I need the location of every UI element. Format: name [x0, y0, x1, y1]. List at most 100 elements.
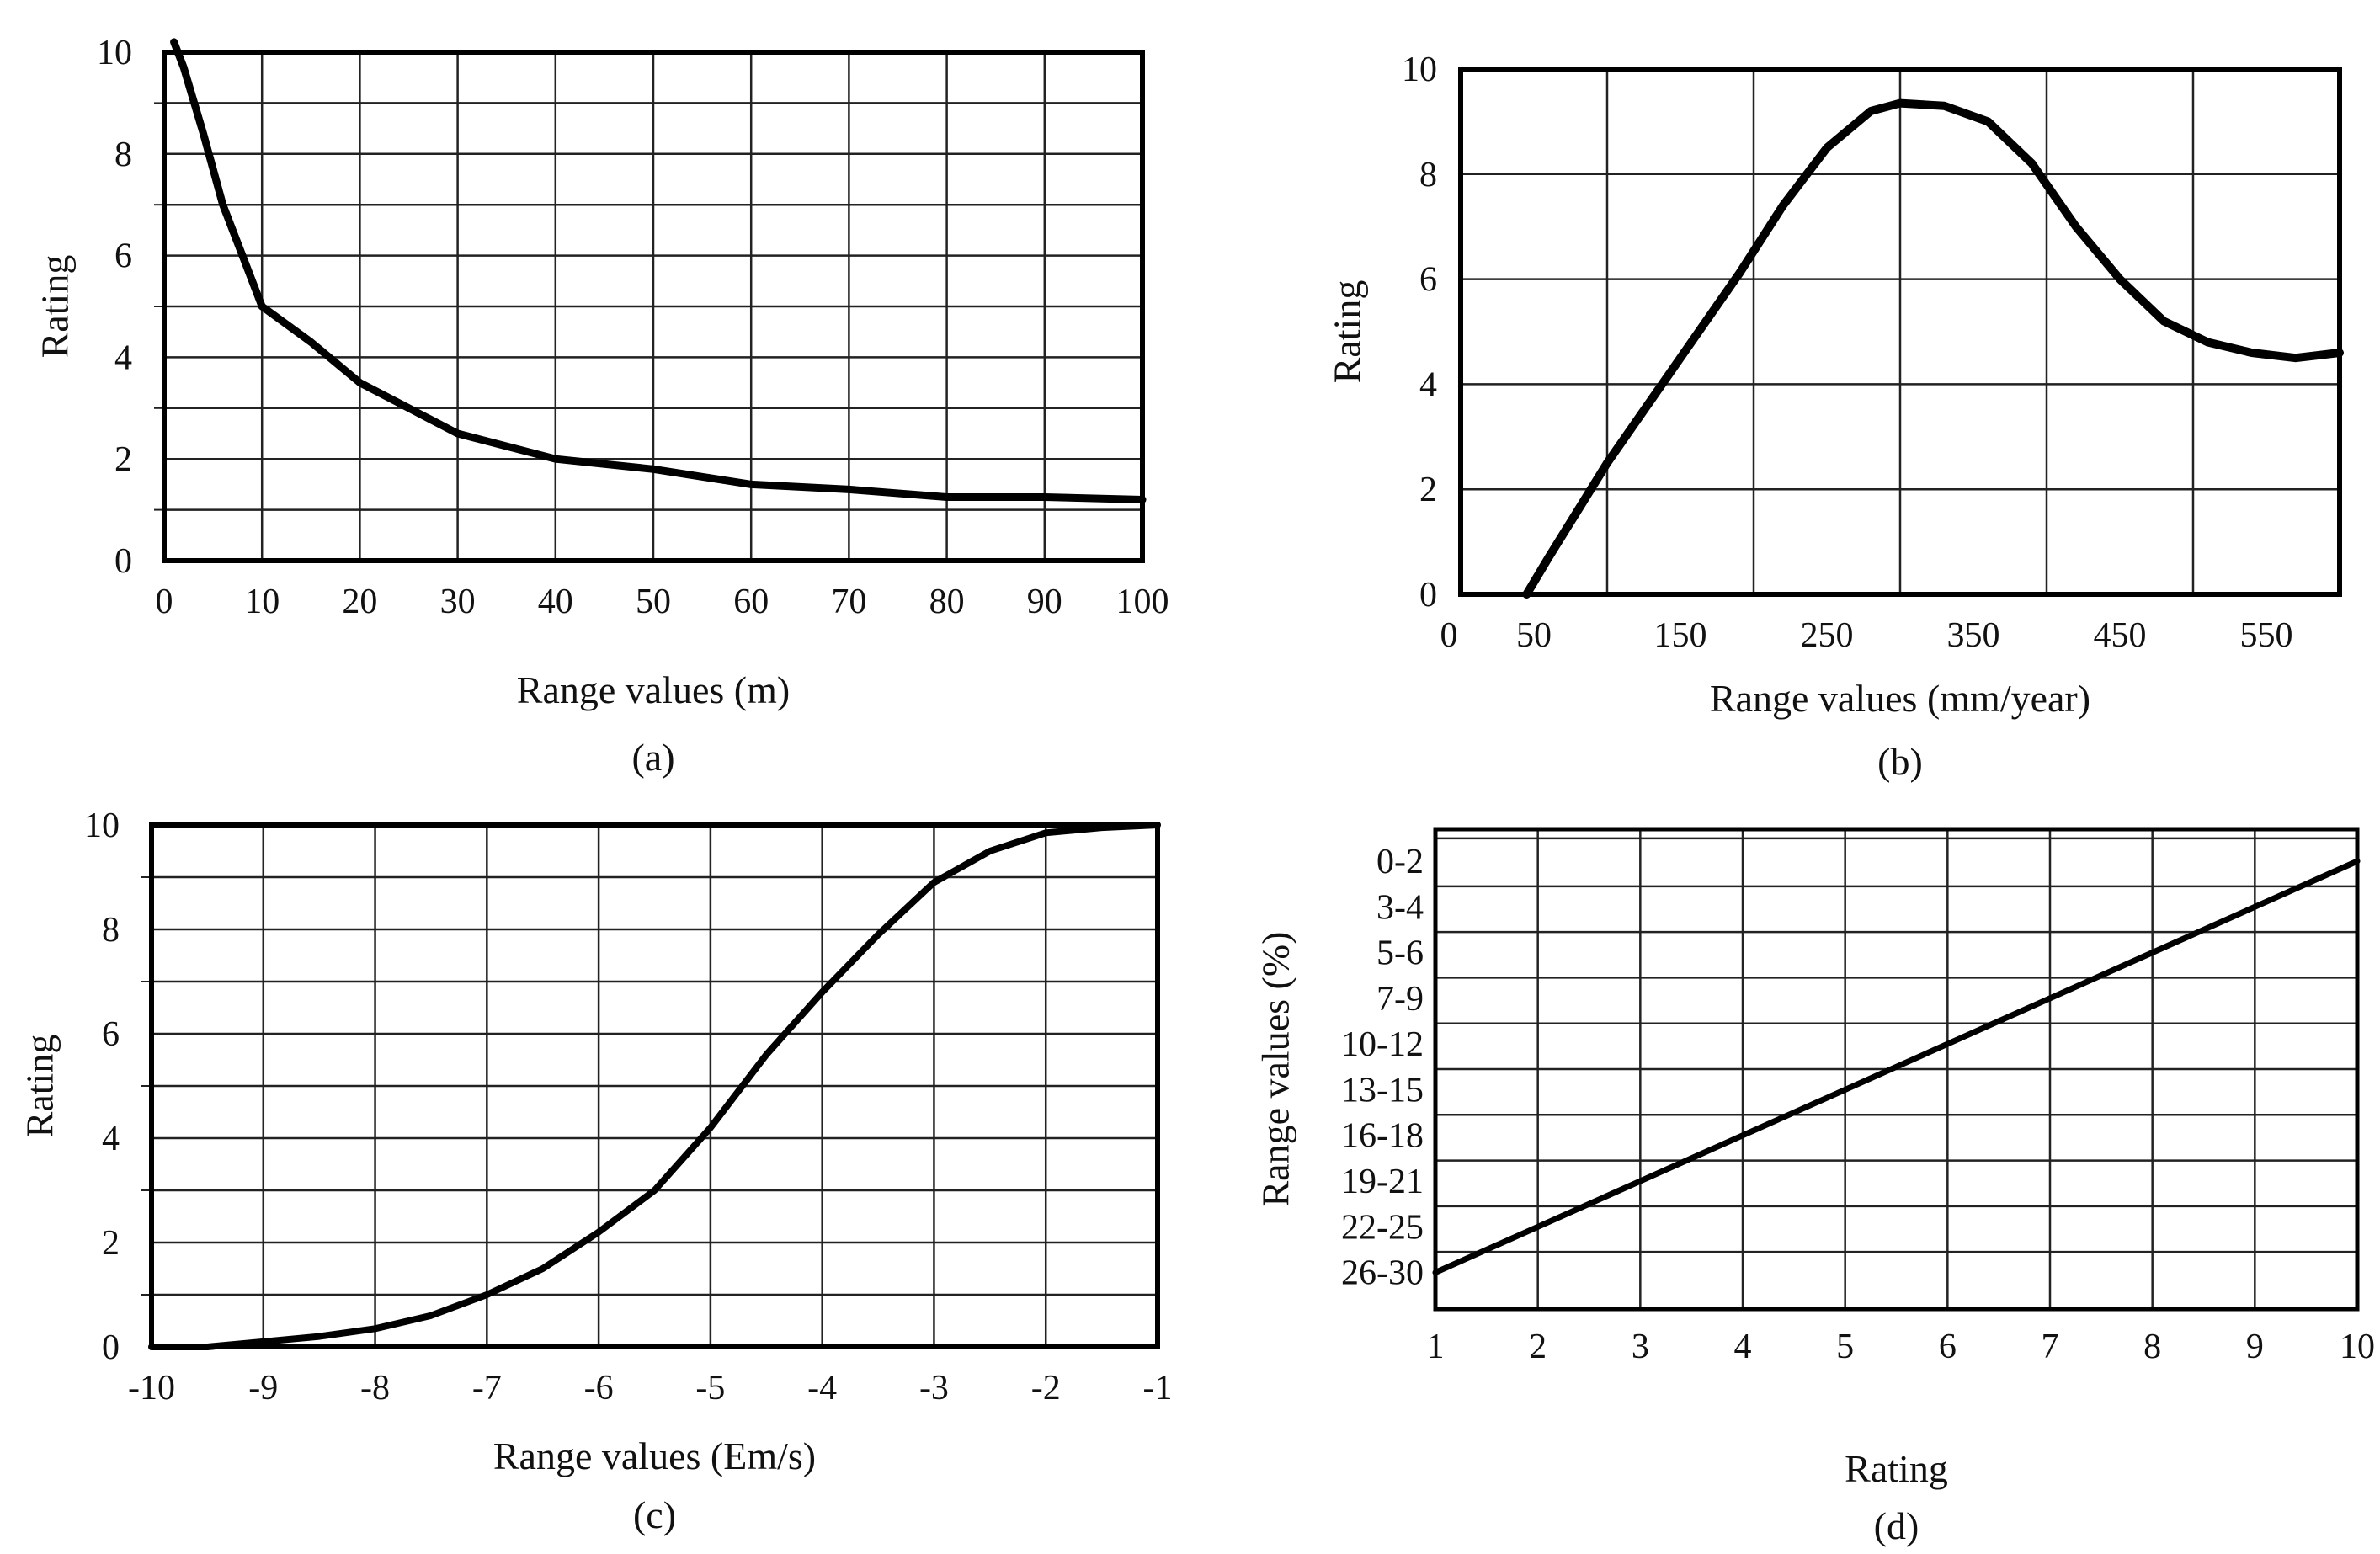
x-tick-label: 8: [2143, 1328, 2161, 1366]
chart-panel-d: 1 2 3 4 5 6 7 8 9 10 0-2 3-4 5-6 7-9 10-12 13-15 16-18 1…: [1254, 827, 2376, 1547]
y-axis-label-c: Rating: [19, 1035, 61, 1138]
y-ticks-c: 0 2 4 6 8 10: [84, 806, 120, 1367]
y-ticks-d: 0-2 3-4 5-6 7-9 10-12 13-15 16-18 19-21 22-25 26-…: [1341, 843, 1424, 1293]
caption-b: (b): [1877, 740, 1923, 783]
y-tick-label: 10: [97, 34, 132, 72]
x-tick-label: 9: [2246, 1328, 2264, 1366]
x-tick-label: 0: [156, 583, 173, 621]
x-tick-label: 0: [1440, 616, 1458, 655]
x-ticks-d: 1 2 3 4 5 6 7 8 9 10: [1427, 1328, 2376, 1366]
y-tick-label: 0: [1419, 576, 1437, 615]
x-tick-label: 450: [2094, 616, 2147, 655]
y-tick-label: 10: [1402, 51, 1437, 89]
series-line-a: [170, 38, 1147, 503]
y-tick-label: 2: [1419, 471, 1437, 509]
chart-panel-c: -10 -9 -8 -7 -6 -5 -4 -3 -2 -1 0 2 4 6 8 10 Range valu…: [19, 806, 1173, 1536]
x-tick-label: 3: [1632, 1328, 1649, 1366]
y-tick-label: 6: [1419, 261, 1437, 300]
y-tick-label: 16-18: [1341, 1117, 1424, 1156]
x-tick-label: -4: [807, 1369, 837, 1408]
x-axis-label-b: Range values (mm/year): [1710, 677, 2090, 720]
x-tick-label: -5: [695, 1369, 725, 1408]
caption-a: (a): [631, 736, 674, 779]
y-tick-label: 26-30: [1341, 1254, 1424, 1293]
y-tick-label: 3-4: [1376, 888, 1424, 927]
y-tick-label: 6: [102, 1015, 120, 1054]
y-tick-label: 10: [84, 806, 120, 845]
x-tick-label: -10: [128, 1369, 175, 1408]
y-ticks-b: 0 2 4 6 8 10: [1402, 51, 1437, 615]
plot-frame-b: [1458, 67, 2342, 597]
x-tick-label: -7: [472, 1369, 502, 1408]
y-tick-label: 0: [102, 1328, 120, 1367]
x-tick-label: 90: [1027, 583, 1062, 621]
x-tick-label: -6: [584, 1369, 614, 1408]
plot-frame-d: [1433, 827, 2360, 1312]
x-tick-label: 10: [2340, 1328, 2375, 1366]
y-tick-label: 2: [102, 1224, 120, 1263]
y-tick-label: 0: [114, 542, 132, 581]
x-tick-label: 350: [1947, 616, 2000, 655]
y-axis-label-b: Rating: [1326, 280, 1369, 384]
x-axis-label-a: Range values (m): [517, 668, 790, 711]
y-tick-label: 8: [1419, 156, 1437, 194]
x-tick-label: 4: [1734, 1328, 1752, 1366]
plot-frame-a: [162, 50, 1145, 563]
x-axis-label-d: Rating: [1845, 1447, 1948, 1490]
x-tick-label: 20: [342, 583, 377, 621]
x-axis-label-c: Range values (Em/s): [493, 1434, 816, 1477]
x-ticks-b: 0 50 150 250 350 450 550: [1440, 616, 2293, 655]
y-ticks-a: 0 2 4 6 8 10: [97, 34, 132, 581]
y-tick-label: 4: [1419, 365, 1437, 404]
y-tick-label: 5-6: [1376, 934, 1424, 973]
x-tick-label: -3: [919, 1369, 949, 1408]
x-tick-label: 10: [244, 583, 280, 621]
grid-d: [1435, 829, 2357, 1309]
chart-panel-a: 0 10 20 30 40 50 60 70 80 90 100 0 2 4 6 8 10 Range val…: [34, 34, 1169, 779]
series-line-d: [1432, 858, 2361, 1276]
series-line-b: [1522, 98, 2344, 599]
x-tick-label: 7: [2042, 1328, 2059, 1366]
x-tick-label: 550: [2240, 616, 2293, 655]
grid-c: [141, 825, 1158, 1347]
x-tick-label: -1: [1143, 1369, 1173, 1408]
y-axis-label-d: Range values (%): [1254, 932, 1297, 1207]
y-tick-label: 8: [114, 136, 132, 174]
chart-panel-b: 0 50 150 250 350 450 550 0 2 4 6 8 10 Range values …: [1326, 51, 2344, 783]
x-tick-label: 30: [440, 583, 476, 621]
x-tick-label: 40: [538, 583, 573, 621]
x-tick-label: -2: [1031, 1369, 1061, 1408]
y-axis-label-a: Rating: [34, 255, 77, 359]
x-tick-label: 50: [636, 583, 671, 621]
x-ticks-c: -10 -9 -8 -7 -6 -5 -4 -3 -2 -1: [128, 1369, 1173, 1408]
series-line-c: [148, 822, 1161, 1350]
y-tick-label: 19-21: [1341, 1163, 1424, 1201]
x-ticks-a: 0 10 20 30 40 50 60 70 80 90 100: [156, 583, 1169, 621]
x-tick-label: 50: [1516, 616, 1552, 655]
x-tick-label: -9: [248, 1369, 278, 1408]
x-tick-label: 60: [733, 583, 769, 621]
y-tick-label: 4: [102, 1120, 120, 1158]
x-tick-label: -8: [360, 1369, 390, 1408]
y-tick-label: 4: [114, 338, 132, 377]
x-tick-label: 250: [1801, 616, 1854, 655]
y-tick-label: 7-9: [1376, 980, 1424, 1019]
y-tick-label: 10-12: [1341, 1025, 1424, 1064]
x-tick-label: 1: [1427, 1328, 1445, 1366]
x-tick-label: 6: [1939, 1328, 1957, 1366]
y-tick-label: 0-2: [1376, 843, 1424, 881]
x-tick-label: 150: [1654, 616, 1707, 655]
caption-c: (c): [633, 1493, 676, 1536]
x-tick-label: 70: [831, 583, 866, 621]
y-tick-label: 22-25: [1341, 1208, 1424, 1247]
y-tick-label: 8: [102, 911, 120, 950]
x-tick-label: 5: [1836, 1328, 1854, 1366]
x-tick-label: 2: [1529, 1328, 1547, 1366]
caption-d: (d): [1874, 1504, 1919, 1547]
x-tick-label: 80: [929, 583, 965, 621]
y-tick-label: 2: [114, 440, 132, 479]
grid-a: [154, 52, 1142, 561]
y-tick-label: 13-15: [1341, 1071, 1424, 1110]
y-tick-label: 6: [114, 237, 132, 276]
